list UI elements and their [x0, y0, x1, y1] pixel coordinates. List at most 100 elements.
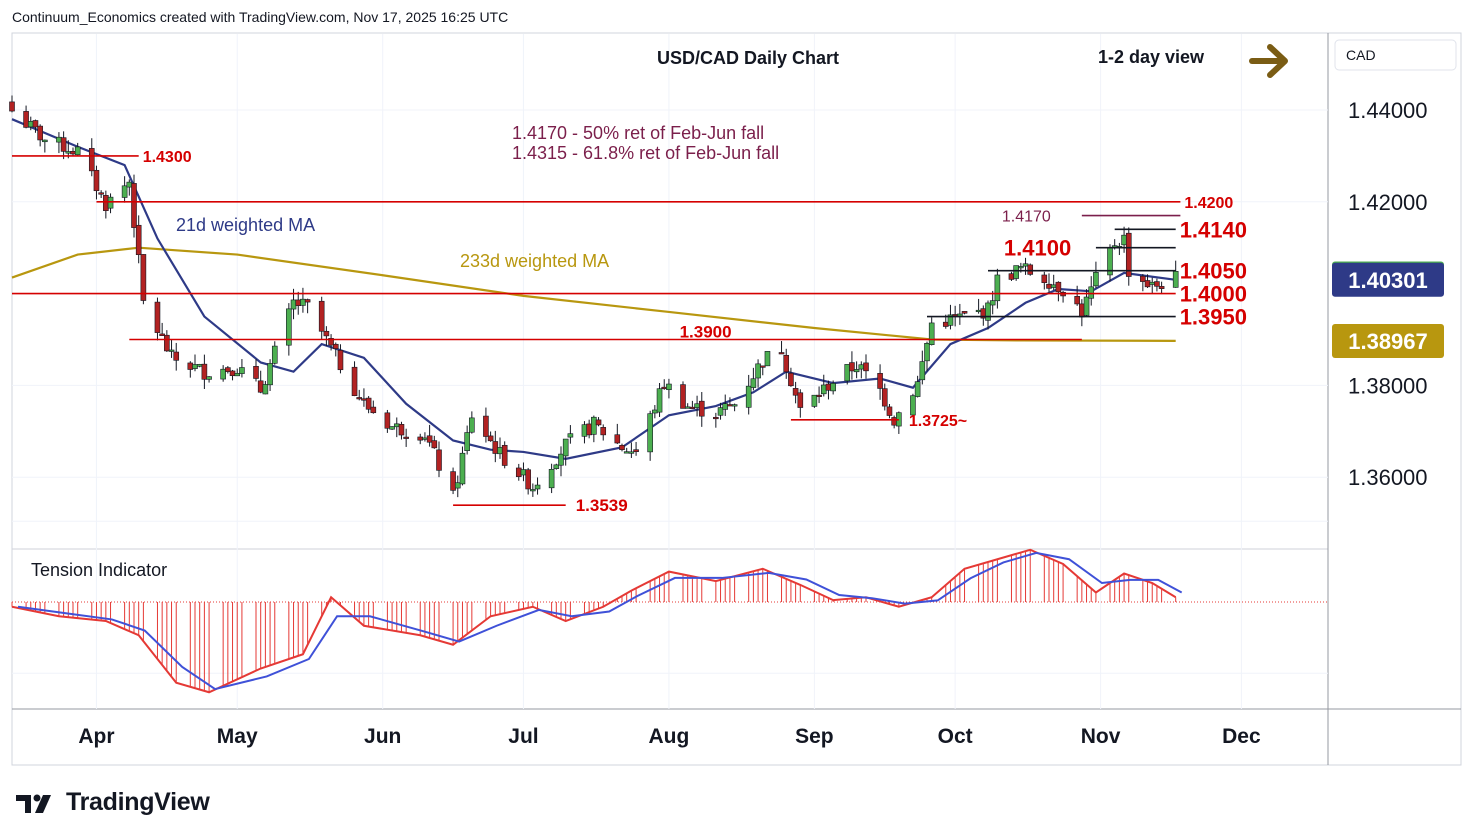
candle-down — [365, 397, 372, 410]
candle-down — [698, 400, 705, 417]
candles-layer — [9, 95, 1179, 498]
candle-up — [975, 309, 982, 313]
candle-down — [361, 398, 367, 401]
candle-down — [759, 365, 766, 368]
tension-layer — [11, 548, 1183, 694]
level-label: 1.4100 — [1004, 236, 1071, 261]
candle-down — [417, 436, 424, 441]
candle-down — [713, 416, 719, 420]
currency-box[interactable] — [1334, 39, 1457, 71]
candle-up — [581, 424, 588, 437]
time-tick-label: May — [217, 725, 258, 748]
time-tick-label: Jun — [364, 725, 401, 748]
candle-up — [1149, 281, 1156, 285]
candle-up — [459, 452, 466, 485]
candle-down — [403, 436, 409, 439]
candle-up — [422, 437, 428, 440]
candle-up — [985, 302, 991, 321]
candle-up — [858, 364, 865, 370]
candle-up — [914, 381, 921, 397]
time-tick-label: Sep — [795, 725, 834, 748]
candle-down — [586, 423, 592, 436]
candle-down — [492, 441, 499, 454]
candle-down — [173, 351, 180, 361]
candle-down — [816, 394, 822, 397]
candle-down — [229, 370, 236, 377]
candle-up — [567, 433, 574, 438]
tradingview-logo-text: TradingView — [66, 788, 210, 816]
candle-down — [1079, 303, 1085, 318]
candle-down — [1074, 296, 1080, 305]
level-label: 1.4200 — [1184, 195, 1233, 212]
candle-down — [304, 299, 311, 303]
candle-up — [755, 363, 761, 379]
candle-down — [595, 419, 602, 426]
candle-down — [952, 314, 958, 317]
tension-line — [11, 548, 1177, 694]
candle-down — [187, 362, 194, 370]
price-tick-label: 1.38000 — [1348, 373, 1428, 398]
candle-up — [192, 364, 198, 369]
candle-down — [600, 427, 607, 436]
axes-layer: Apr May Jun Jul Aug Sep Oct Nov Dec 1.44000 1.4200… — [78, 98, 1444, 748]
candle-down — [159, 333, 165, 336]
candle-up — [196, 364, 203, 367]
candle-down — [1158, 286, 1165, 289]
candle-up — [764, 351, 771, 367]
candle-up — [1172, 271, 1179, 288]
candle-down — [23, 111, 29, 128]
level-label: 1.4000 — [1180, 282, 1247, 307]
candle-down — [1055, 281, 1062, 293]
candle-down — [633, 449, 639, 452]
candle-down — [135, 224, 142, 256]
candle-down — [483, 415, 489, 437]
candle-down — [727, 404, 733, 407]
candle-up — [750, 378, 757, 388]
price-tick-label: 1.42000 — [1348, 190, 1428, 215]
candle-up — [820, 384, 827, 395]
candle-up — [464, 432, 470, 451]
candle-down — [32, 120, 39, 128]
candle-up — [271, 345, 278, 364]
candle-down — [1046, 283, 1052, 289]
candle-up — [623, 451, 630, 454]
candle-up — [1018, 266, 1024, 269]
candle-up — [107, 196, 114, 209]
tradingview-logo[interactable]: TradingView — [16, 788, 210, 817]
candle-down — [1041, 274, 1048, 283]
level-label: 1.4050 — [1180, 259, 1247, 284]
candle-up — [497, 447, 503, 455]
candle-up — [1121, 234, 1127, 246]
level-label: 1.3950 — [1180, 305, 1247, 330]
candle-down — [328, 338, 334, 346]
tradingview-logo-icon — [16, 794, 51, 813]
candle-up — [520, 469, 527, 476]
candle-down — [295, 299, 302, 306]
candle-up — [548, 469, 555, 489]
candle-up — [928, 322, 935, 345]
candle-down — [525, 469, 531, 490]
candle-down — [103, 195, 109, 211]
candle-down — [942, 321, 949, 327]
level-label: 1.4170 — [1002, 209, 1051, 226]
tension-signal-line — [17, 551, 1183, 691]
price-tick-label: 1.44000 — [1348, 98, 1428, 123]
candle-up — [1093, 272, 1099, 287]
candle-up — [844, 364, 851, 382]
time-tick-label: Dec — [1222, 725, 1261, 748]
fast-ma-line — [11, 118, 1176, 460]
arrow-right-icon — [1249, 44, 1288, 78]
candle-down — [356, 397, 363, 400]
candle-up — [469, 417, 475, 433]
view-label: 1-2 day view — [1098, 47, 1205, 67]
candle-down — [88, 148, 95, 172]
candle-up — [121, 185, 128, 198]
candle-down — [881, 388, 888, 407]
candle-down — [797, 392, 804, 408]
candle-down — [201, 363, 208, 380]
candle-up — [42, 139, 48, 143]
candle-up — [290, 299, 297, 310]
time-tick-label: Apr — [78, 725, 114, 748]
candle-up — [530, 489, 536, 492]
